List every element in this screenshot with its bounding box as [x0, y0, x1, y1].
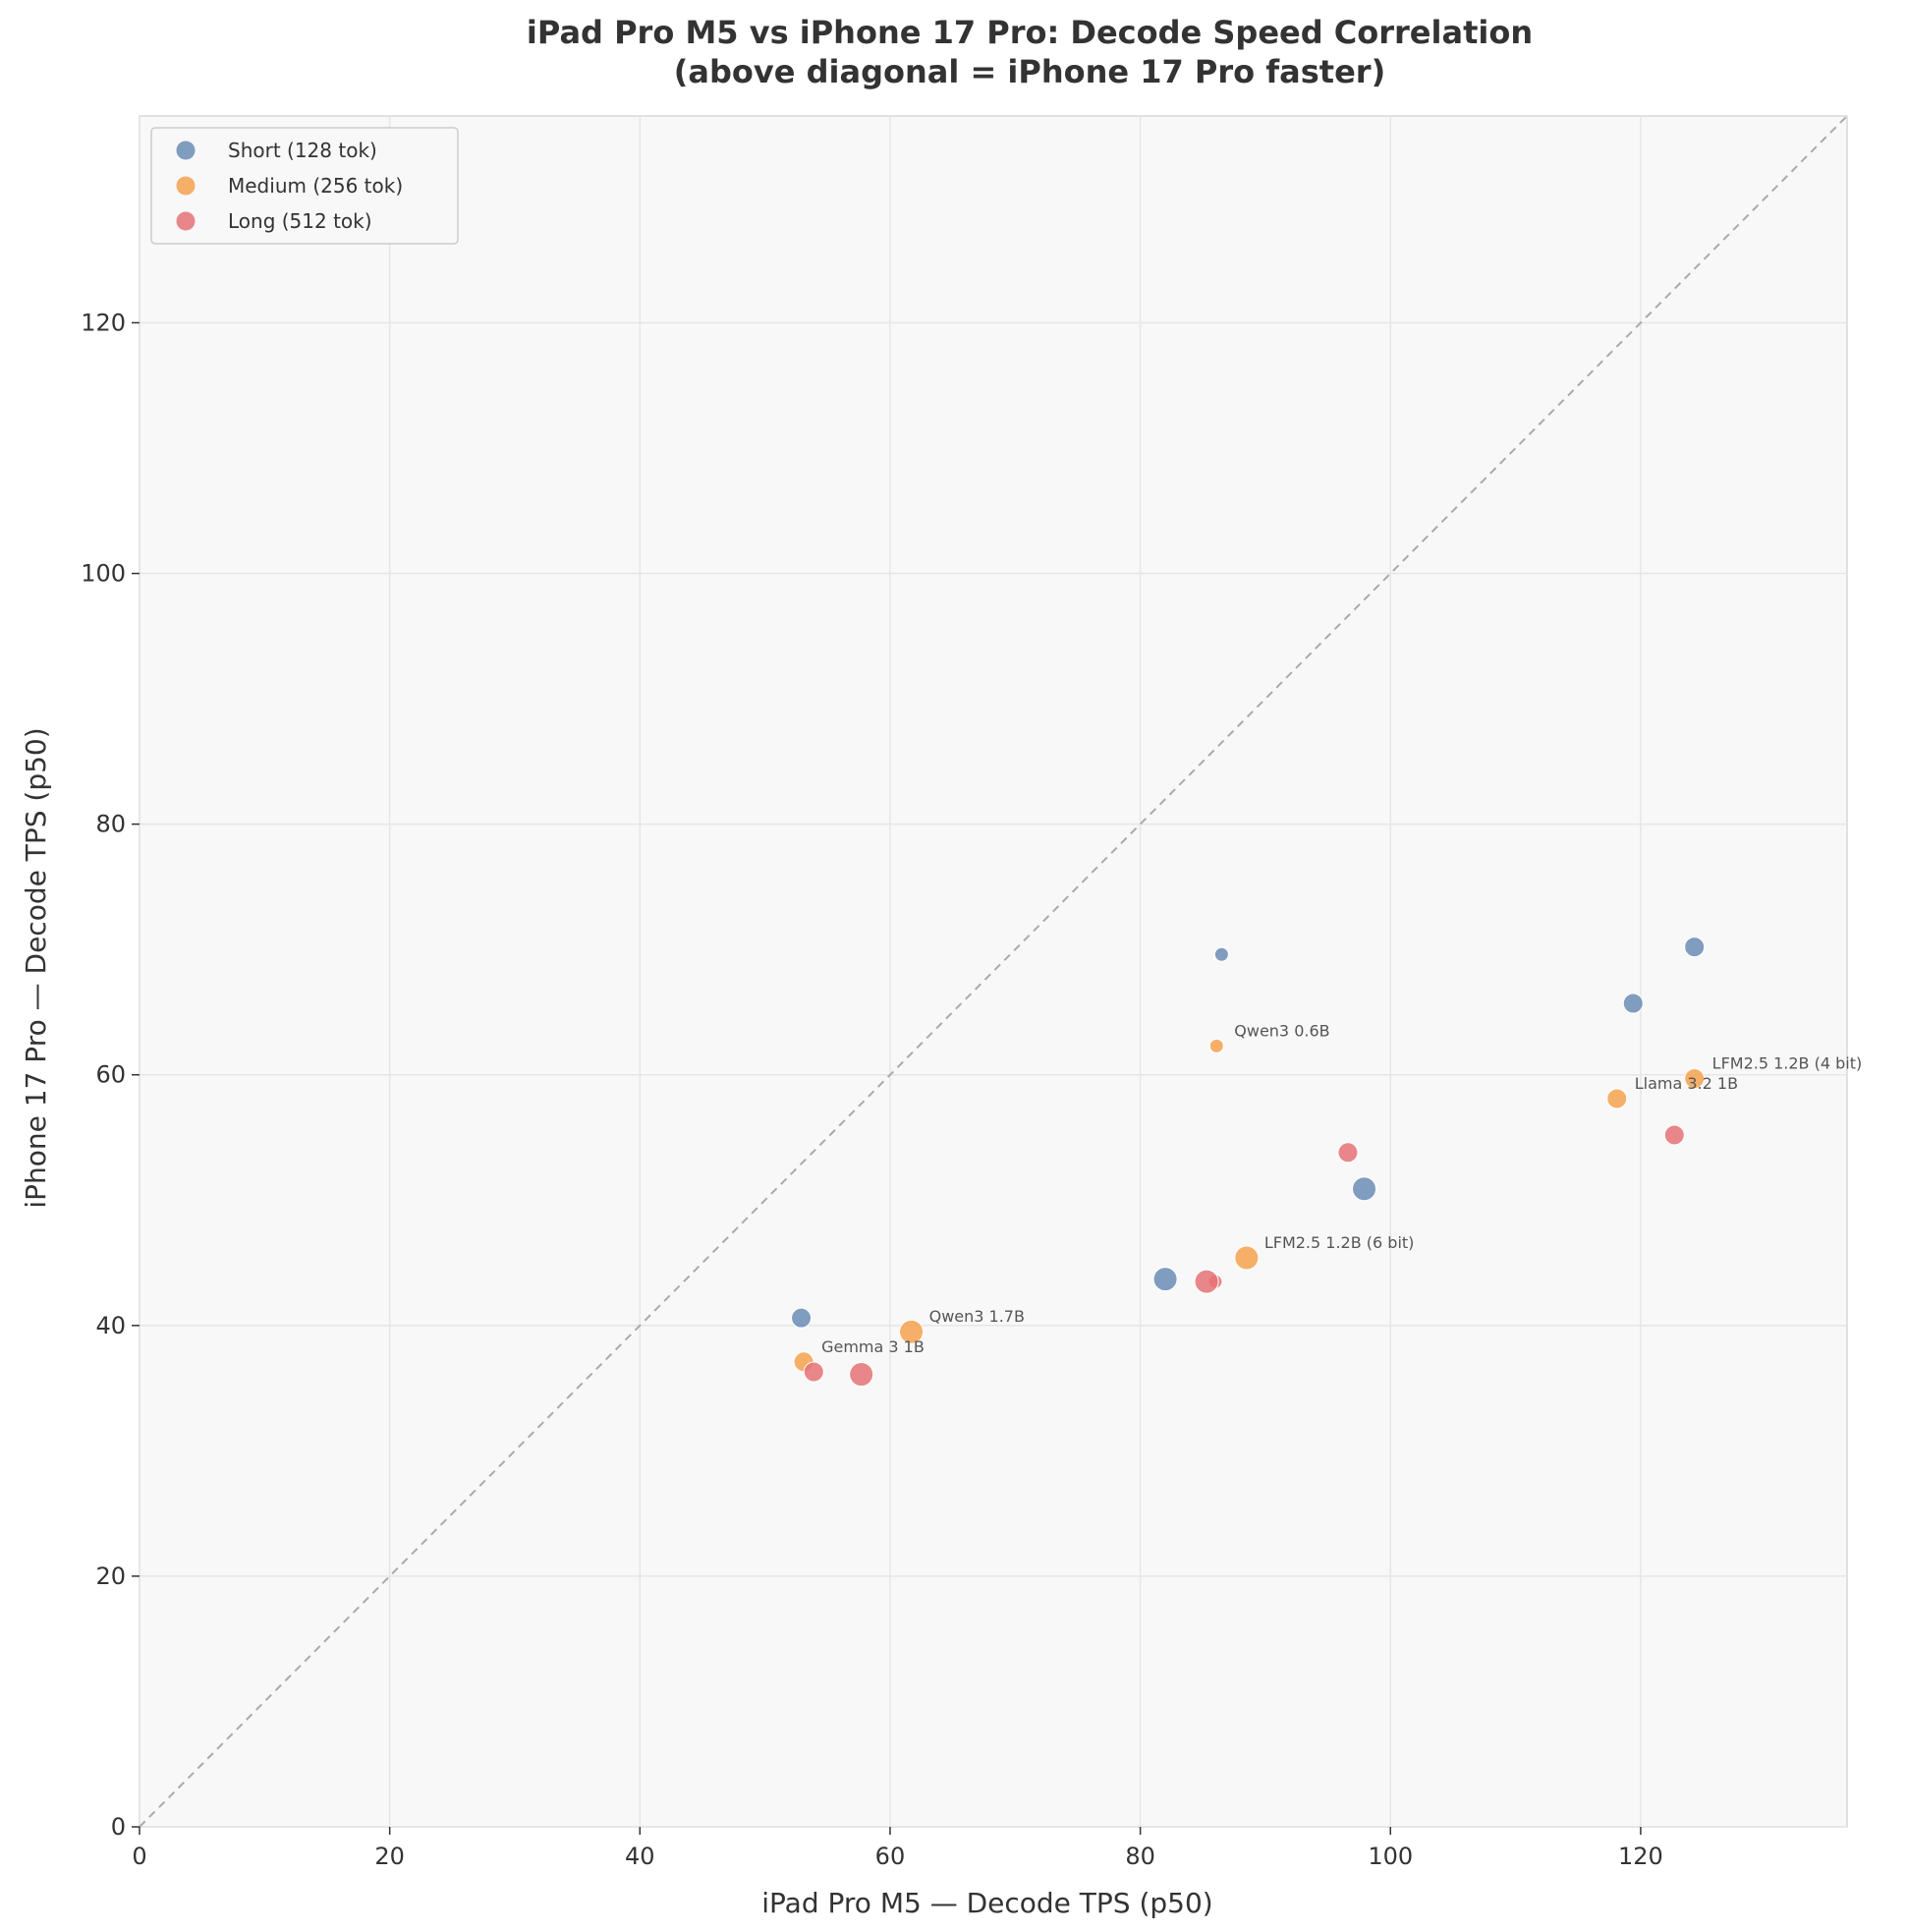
legend-label-long: Long (512 tok) [228, 209, 372, 233]
data-point [1684, 1068, 1706, 1090]
x-tick-label: 20 [374, 1843, 405, 1870]
point-label: LFM2.5 1.2B (6 bit) [1264, 1233, 1415, 1252]
point-label: LFM2.5 1.2B (4 bit) [1712, 1054, 1863, 1073]
legend-label-short: Short (128 tok) [228, 139, 377, 162]
data-point [1213, 946, 1229, 962]
legend-marker-long [176, 211, 196, 231]
y-tick-label: 100 [81, 560, 126, 588]
data-point [1352, 1176, 1377, 1202]
diagonal-reference-line [139, 115, 1848, 1828]
legend-marker-medium [176, 176, 196, 196]
data-points [791, 937, 1706, 1388]
y-axis-label: iPhone 17 Pro — Decode TPS (p50) [20, 727, 52, 1208]
y-tick-label: 40 [95, 1312, 126, 1339]
point-label: Gemma 3 1B [821, 1337, 925, 1356]
legend-box [150, 127, 459, 245]
x-tick-label: 0 [132, 1843, 146, 1870]
y-tick-label: 80 [95, 811, 126, 838]
data-point [1622, 993, 1644, 1014]
y-tick-label: 120 [81, 309, 126, 336]
data-point [1337, 1142, 1359, 1164]
axis-ticks: 0 20 40 60 80 100 120 0 20 40 60 80 100 120 [81, 309, 1663, 1870]
grid-lines [139, 116, 1847, 1828]
data-point [899, 1319, 925, 1344]
x-tick-label: 40 [625, 1843, 655, 1870]
data-point [803, 1361, 824, 1383]
data-point [791, 1307, 813, 1329]
data-point [1663, 1124, 1685, 1146]
point-label: Qwen3 1.7B [929, 1307, 1025, 1326]
legend: Short (128 tok) Medium (256 tok) Long (5… [150, 127, 459, 245]
legend-label-medium: Medium (256 tok) [228, 174, 403, 198]
y-tick-label: 60 [95, 1061, 126, 1089]
chart-title-line2: (above diagonal = iPhone 17 Pro faster) [674, 53, 1385, 90]
data-point [1208, 1038, 1224, 1053]
data-point [849, 1362, 874, 1388]
x-tick-label: 100 [1368, 1843, 1413, 1870]
y-tick-label: 20 [95, 1563, 126, 1590]
x-axis-label: iPad Pro M5 — Decode TPS (p50) [761, 1887, 1212, 1919]
data-point [1684, 937, 1706, 958]
point-label: Llama 3.2 1B [1635, 1074, 1738, 1093]
chart-title-line1: iPad Pro M5 vs iPhone 17 Pro: Decode Spe… [527, 14, 1533, 51]
legend-marker-short [176, 141, 196, 160]
data-point [1606, 1088, 1628, 1109]
point-label: Qwen3 0.6B [1234, 1021, 1329, 1040]
x-tick-label: 60 [875, 1843, 906, 1870]
data-point [1194, 1269, 1219, 1294]
point-annotations: Qwen3 0.6B LFM2.5 1.2B (4 bit)Llama 3.2 1… [821, 1021, 1862, 1355]
y-tick-label: 0 [111, 1813, 126, 1841]
x-tick-label: 120 [1618, 1843, 1663, 1870]
data-point [1234, 1245, 1260, 1271]
x-tick-label: 80 [1125, 1843, 1155, 1870]
data-point [1152, 1267, 1178, 1292]
